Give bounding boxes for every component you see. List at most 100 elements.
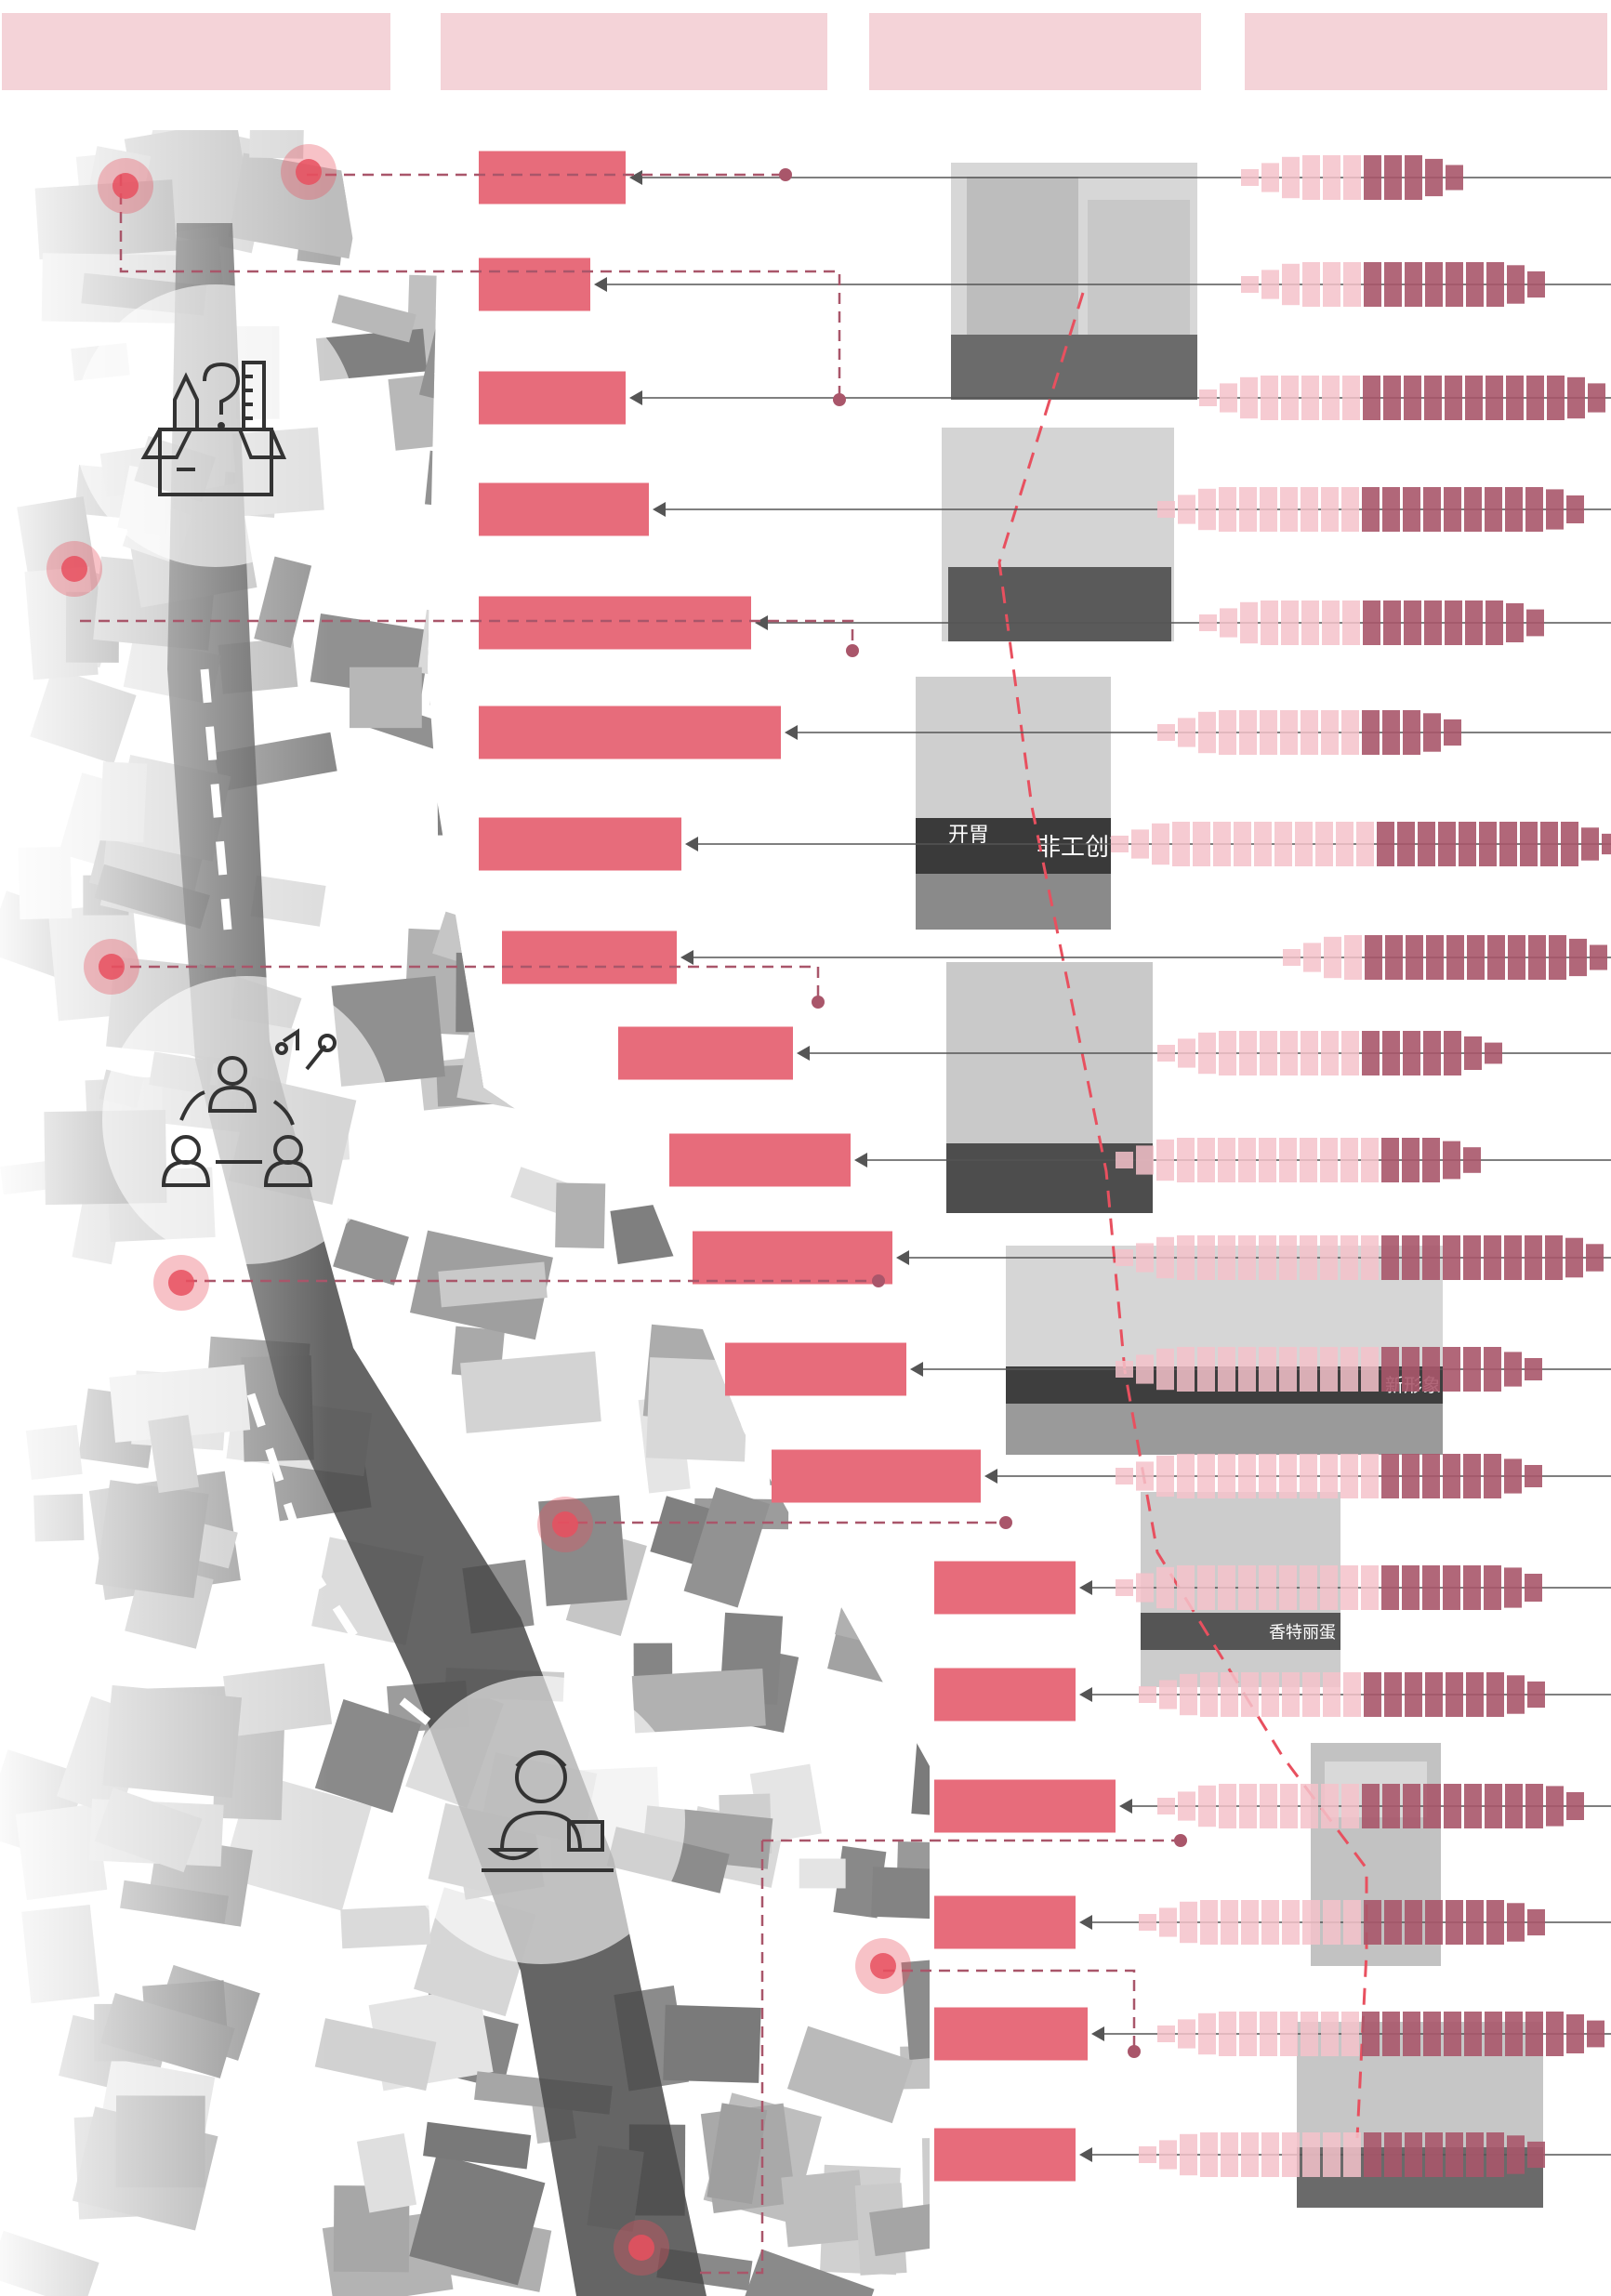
profile-segment <box>1340 1565 1358 1610</box>
profile-segment <box>1157 501 1175 518</box>
profile-segment <box>1323 1900 1340 1945</box>
profile-segment <box>1241 276 1259 293</box>
profile-segment <box>1261 163 1279 192</box>
profile-segment <box>1301 376 1319 420</box>
profile-segment <box>1240 376 1258 419</box>
profile-segment <box>1444 487 1461 532</box>
profile-segment <box>1274 822 1292 866</box>
profile-segment <box>1341 1031 1359 1075</box>
profile-segment <box>1178 2019 1195 2049</box>
profile-segment <box>1425 2132 1443 2177</box>
profile-segment <box>1549 935 1566 980</box>
profile-segment <box>1479 822 1497 866</box>
profile-segment <box>1356 822 1374 866</box>
profile-segment <box>1260 487 1277 532</box>
profile-segment <box>1486 600 1503 645</box>
profile-segment <box>1566 1792 1584 1820</box>
profile-segment <box>1547 376 1565 420</box>
profile-segment <box>1279 1235 1297 1280</box>
profile-segment <box>1239 710 1257 755</box>
storefront-photo-4 <box>946 962 1153 1213</box>
profile-segment <box>1281 600 1299 645</box>
profile-segment <box>1302 1900 1320 1945</box>
profile-segment <box>1426 935 1444 980</box>
profile-segment <box>1323 262 1340 307</box>
profile-segment <box>1504 1458 1522 1494</box>
profile-segment <box>1443 1235 1460 1280</box>
profile-segment <box>1238 1454 1256 1498</box>
profile-segment <box>1261 270 1279 299</box>
profile-segment <box>1422 1235 1440 1280</box>
profile-segment <box>1295 822 1313 866</box>
profile-segment <box>1219 1784 1236 1828</box>
profile-segment <box>1301 2012 1318 2056</box>
profile-segment <box>1238 1565 1256 1610</box>
profile-segment <box>1525 1235 1542 1280</box>
profile-segment <box>1259 1235 1276 1280</box>
profile-segment <box>1239 1031 1257 1075</box>
profile-segment <box>1283 949 1301 966</box>
profile-segment <box>1239 2012 1257 2056</box>
profile-segment <box>1364 155 1381 200</box>
profile-segment <box>1116 1468 1133 1484</box>
profile-segment <box>1156 1139 1174 1181</box>
profile-segment <box>1463 1565 1481 1610</box>
profile-segment <box>1282 1900 1300 1945</box>
profile-segment <box>1300 1235 1317 1280</box>
profile-segment <box>1193 822 1210 866</box>
profile-segment <box>1301 487 1318 532</box>
profile-segment <box>1546 1786 1564 1827</box>
profile-segment <box>1321 487 1339 532</box>
profile-segment <box>1159 2140 1177 2170</box>
profile-segment <box>1527 271 1545 298</box>
leader-end-dot <box>1174 1834 1187 1847</box>
profile-segment <box>1218 1454 1235 1498</box>
profile-segment <box>1320 1235 1338 1280</box>
profile-segment <box>1116 1579 1133 1596</box>
profile-segment <box>1200 2132 1218 2177</box>
profile-segment <box>1508 935 1525 980</box>
storefront-photo-6: 香特丽蛋 <box>1141 1492 1340 1687</box>
profile-segment <box>1362 710 1380 755</box>
profile-segment <box>1260 710 1277 755</box>
profile-segment <box>1361 1235 1379 1280</box>
profile-segment <box>1241 2132 1259 2177</box>
profile-segment <box>1159 1907 1177 1937</box>
label-bar <box>934 2128 1076 2182</box>
profile-segment <box>1322 376 1340 420</box>
profile-segment <box>1238 1138 1256 1182</box>
profile-segment <box>1381 1454 1399 1498</box>
profile-segment <box>1198 1785 1216 1828</box>
leader-end-dot <box>999 1516 1012 1529</box>
profile-segment <box>1423 1031 1441 1075</box>
profile-segment <box>1382 1031 1400 1075</box>
profile-segment <box>1443 1141 1460 1180</box>
profile-segment <box>1282 263 1300 306</box>
profile-segment <box>1361 1565 1379 1610</box>
profile-segment <box>1279 1347 1297 1392</box>
profile-segment <box>1443 1347 1460 1392</box>
arrow-head <box>1079 1687 1092 1702</box>
profile-segment <box>1507 265 1525 304</box>
profile-segment <box>1320 1138 1338 1182</box>
profile-segment <box>1159 1680 1177 1709</box>
profile-segment <box>1466 262 1484 307</box>
profile-segment <box>1177 1138 1195 1182</box>
profile-segment <box>1324 936 1341 979</box>
profile-segment <box>1198 488 1216 531</box>
profile-segment <box>1238 1235 1256 1280</box>
profile-segment <box>1425 262 1443 307</box>
profile-segment <box>1197 1235 1215 1280</box>
profile-segment <box>1157 1045 1175 1062</box>
profile-segment <box>1506 603 1524 642</box>
profile-segment <box>1403 2012 1420 2056</box>
profile-segment <box>1444 2012 1461 2056</box>
profile-segment <box>1172 822 1190 866</box>
profile-segment <box>1303 943 1321 972</box>
profile-segment <box>1485 2012 1502 2056</box>
profile-segment <box>1546 489 1564 530</box>
profile-segment <box>1403 1784 1420 1828</box>
profile-segment <box>1383 376 1401 420</box>
leader-end-dot <box>1128 2045 1141 2058</box>
profile-segment <box>1260 2012 1277 2056</box>
